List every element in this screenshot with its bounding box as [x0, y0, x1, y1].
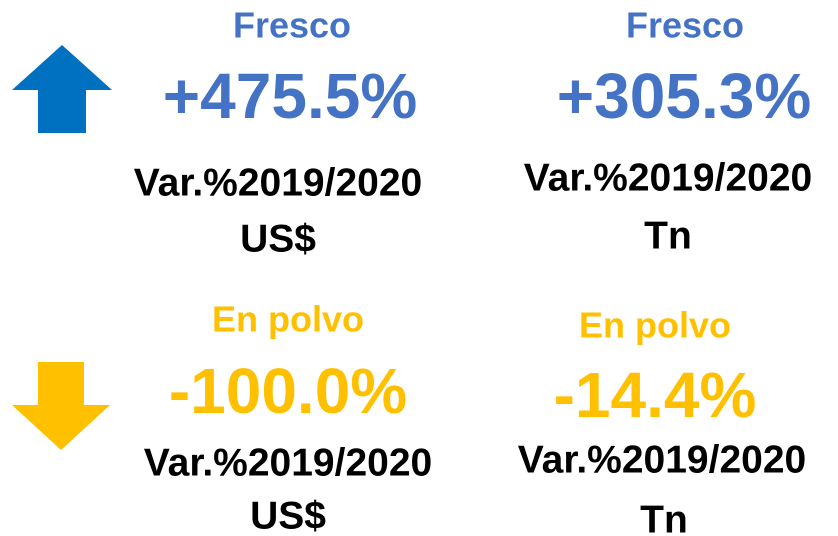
product: En polvo	[579, 305, 731, 346]
product: En polvo	[212, 299, 364, 340]
change: +475.5%	[163, 60, 417, 132]
unit: US$	[250, 494, 326, 536]
product: Fresco	[626, 5, 744, 46]
unit: US$	[240, 217, 316, 260]
unit: Tn	[640, 498, 688, 536]
unit: Tn	[644, 214, 692, 257]
product: Fresco	[233, 5, 351, 46]
up-arrow	[12, 45, 112, 133]
change: -14.4%	[554, 359, 757, 431]
change: +305.3%	[557, 60, 811, 132]
change: -100.0%	[169, 355, 407, 427]
caption: Var.%2019/2020	[518, 438, 806, 481]
caption: Var.%2019/2020	[524, 156, 812, 199]
caption: Var.%2019/2020	[144, 441, 432, 484]
caption: Var.%2019/2020	[134, 161, 422, 204]
down-arrow	[12, 362, 110, 450]
